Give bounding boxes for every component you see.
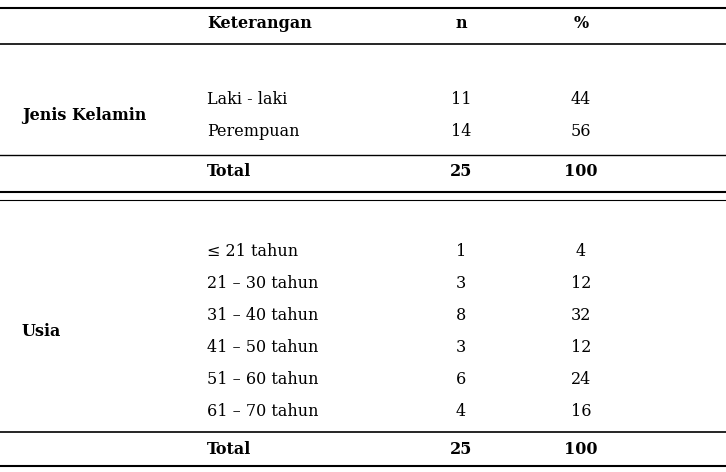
Text: n: n	[455, 16, 467, 33]
Text: 51 – 60 tahun: 51 – 60 tahun	[207, 371, 319, 388]
Text: 14: 14	[451, 124, 471, 141]
Text: 1: 1	[456, 244, 466, 261]
Text: Total: Total	[207, 163, 251, 180]
Text: 31 – 40 tahun: 31 – 40 tahun	[207, 307, 318, 325]
Text: 6: 6	[456, 371, 466, 388]
Text: 25: 25	[450, 441, 472, 458]
Text: 8: 8	[456, 307, 466, 325]
Text: 41 – 50 tahun: 41 – 50 tahun	[207, 339, 318, 356]
Text: Jenis Kelamin: Jenis Kelamin	[22, 108, 146, 125]
Text: ≤ 21 tahun: ≤ 21 tahun	[207, 244, 298, 261]
Text: 4: 4	[456, 404, 466, 421]
Text: 100: 100	[564, 441, 597, 458]
Text: 4: 4	[576, 244, 586, 261]
Text: 3: 3	[456, 276, 466, 293]
Text: 24: 24	[571, 371, 591, 388]
Text: 44: 44	[571, 92, 591, 109]
Text: 12: 12	[571, 276, 591, 293]
Text: 32: 32	[571, 307, 591, 325]
Text: 56: 56	[571, 124, 591, 141]
Text: %: %	[574, 16, 588, 33]
Text: 11: 11	[451, 92, 471, 109]
Text: 100: 100	[564, 163, 597, 180]
Text: 3: 3	[456, 339, 466, 356]
Text: 16: 16	[571, 404, 591, 421]
Text: 25: 25	[450, 163, 472, 180]
Text: Total: Total	[207, 441, 251, 458]
Text: 21 – 30 tahun: 21 – 30 tahun	[207, 276, 318, 293]
Text: Perempuan: Perempuan	[207, 124, 299, 141]
Text: 61 – 70 tahun: 61 – 70 tahun	[207, 404, 319, 421]
Text: Usia: Usia	[22, 323, 61, 340]
Text: Laki - laki: Laki - laki	[207, 92, 287, 109]
Text: 12: 12	[571, 339, 591, 356]
Text: Keterangan: Keterangan	[207, 16, 311, 33]
